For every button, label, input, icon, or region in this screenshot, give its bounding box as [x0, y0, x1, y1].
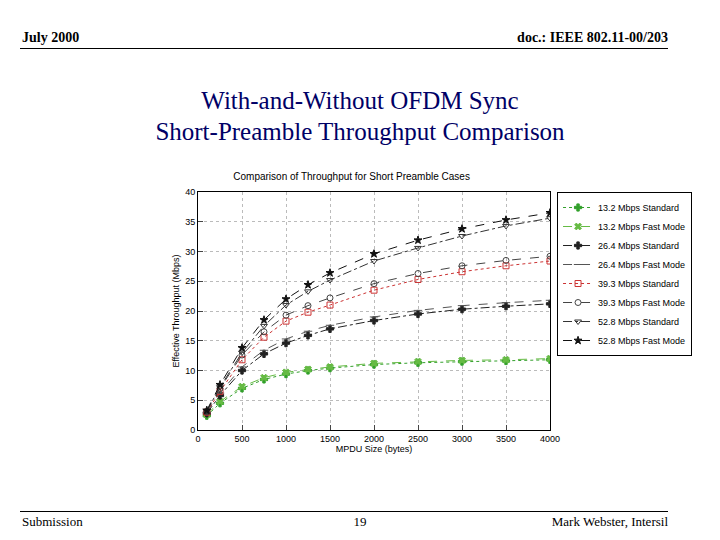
svg-text:3500: 3500 [496, 434, 516, 444]
html-text:Mark Webster, Intersil: Mark Webster, Intersil [551, 514, 668, 529]
svg-text:3000: 3000 [452, 434, 472, 444]
svg-text:52.8 Mbps Fast Mode: 52.8 Mbps Fast Mode [598, 336, 685, 346]
svg-text:20: 20 [185, 306, 195, 316]
svg-text:MPDU Size (bytes): MPDU Size (bytes) [336, 444, 413, 454]
html-text:doc.: IEEE 802.11-00/203: doc.: IEEE 802.11-00/203 [517, 30, 668, 45]
html-text:Submission: Submission [22, 514, 83, 529]
svg-text:25: 25 [185, 276, 195, 286]
svg-text:1000: 1000 [276, 434, 296, 444]
html-text:Short-Preamble Throughput Comp: Short-Preamble Throughput Comparison [155, 118, 565, 145]
svg-text:13.2 Mbps Fast Mode: 13.2 Mbps Fast Mode [598, 222, 685, 232]
svg-text:15: 15 [185, 336, 195, 346]
svg-text:39.3 Mbps Fast Mode: 39.3 Mbps Fast Mode [598, 298, 685, 308]
svg-text:30: 30 [185, 247, 195, 257]
svg-text:4000: 4000 [540, 434, 560, 444]
svg-text:26.4 Mbps Standard: 26.4 Mbps Standard [598, 241, 679, 251]
html-text:19: 19 [353, 514, 367, 529]
svg-text:500: 500 [234, 434, 249, 444]
svg-text:13.2 Mbps Standard: 13.2 Mbps Standard [598, 203, 679, 213]
svg-text:0: 0 [190, 425, 195, 435]
svg-text:2500: 2500 [408, 434, 428, 444]
svg-text:40: 40 [185, 187, 195, 197]
svg-text:2000: 2000 [364, 434, 384, 444]
svg-text:52.8 Mbps Standard: 52.8 Mbps Standard [598, 317, 679, 327]
svg-text:0: 0 [195, 434, 200, 444]
html-text:July 2000: July 2000 [22, 30, 80, 45]
svg-text:Comparison of Throughput for S: Comparison of Throughput for Short Pream… [233, 171, 470, 182]
svg-text:35: 35 [185, 217, 195, 227]
svg-text:39.3 Mbps Standard: 39.3 Mbps Standard [598, 279, 679, 289]
svg-text:5: 5 [190, 395, 195, 405]
svg-text:26.4 Mbps Fast Mode: 26.4 Mbps Fast Mode [598, 260, 685, 270]
svg-text:Effective Throughput (Mbps): Effective Throughput (Mbps) [171, 254, 181, 367]
svg-text:1500: 1500 [320, 434, 340, 444]
html-text:With-and-Without OFDM Sync: With-and-Without OFDM Sync [201, 87, 519, 114]
svg-text:10: 10 [185, 366, 195, 376]
